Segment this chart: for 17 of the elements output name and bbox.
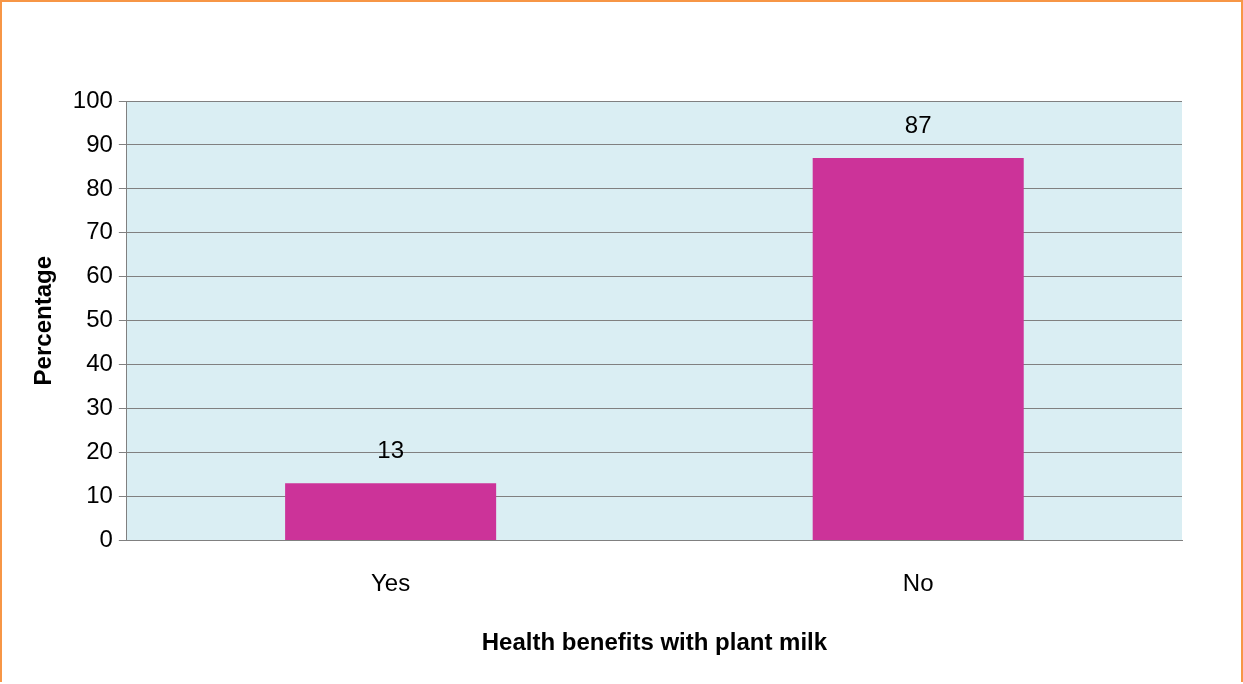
x-tick-label: Yes xyxy=(371,569,411,597)
y-tick-label: 90 xyxy=(86,129,113,157)
data-label: 13 xyxy=(377,435,404,463)
y-tick-label: 50 xyxy=(86,305,113,333)
y-tick-label: 40 xyxy=(86,349,113,377)
y-tick-label: 20 xyxy=(86,437,113,465)
y-tick-label: 60 xyxy=(86,261,113,289)
data-label: 87 xyxy=(904,110,932,138)
x-tick-label: No xyxy=(902,569,934,597)
y-axis-title: Percentage xyxy=(29,256,57,386)
x-axis-title: Health benefits with plant milk xyxy=(481,628,828,656)
y-tick-label: 10 xyxy=(86,481,113,509)
y-tick-label: 100 xyxy=(72,85,113,113)
y-tick-label: 80 xyxy=(86,173,113,201)
y-tick-label: 30 xyxy=(86,393,113,421)
y-tick-label: 0 xyxy=(99,525,113,553)
y-tick-label: 70 xyxy=(86,217,113,245)
